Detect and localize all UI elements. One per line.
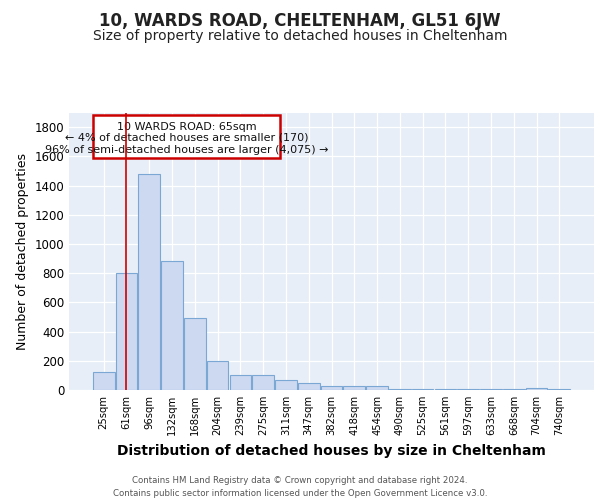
Bar [94, 114, 280, 158]
Text: 10, WARDS ROAD, CHELTENHAM, GL51 6JW: 10, WARDS ROAD, CHELTENHAM, GL51 6JW [99, 12, 501, 30]
Bar [207, 361, 229, 390]
X-axis label: Distribution of detached houses by size in Cheltenham: Distribution of detached houses by size … [117, 444, 546, 458]
Bar [93, 372, 115, 390]
Bar [343, 386, 365, 390]
Bar [230, 374, 251, 390]
Bar [184, 318, 206, 390]
Bar [526, 388, 547, 390]
Bar [366, 386, 388, 390]
Text: Contains HM Land Registry data © Crown copyright and database right 2024.
Contai: Contains HM Land Registry data © Crown c… [113, 476, 487, 498]
Text: 10 WARDS ROAD: 65sqm: 10 WARDS ROAD: 65sqm [117, 122, 257, 132]
Text: ← 4% of detached houses are smaller (170): ← 4% of detached houses are smaller (170… [65, 133, 308, 143]
Text: 96% of semi-detached houses are larger (4,075) →: 96% of semi-detached houses are larger (… [45, 145, 329, 155]
Bar [116, 273, 137, 390]
Bar [253, 374, 274, 390]
Bar [298, 382, 320, 390]
Bar [389, 388, 410, 390]
Bar [139, 174, 160, 390]
Bar [320, 386, 343, 390]
Text: Size of property relative to detached houses in Cheltenham: Size of property relative to detached ho… [93, 29, 507, 43]
Bar [275, 380, 297, 390]
Y-axis label: Number of detached properties: Number of detached properties [16, 153, 29, 350]
Bar [161, 262, 183, 390]
